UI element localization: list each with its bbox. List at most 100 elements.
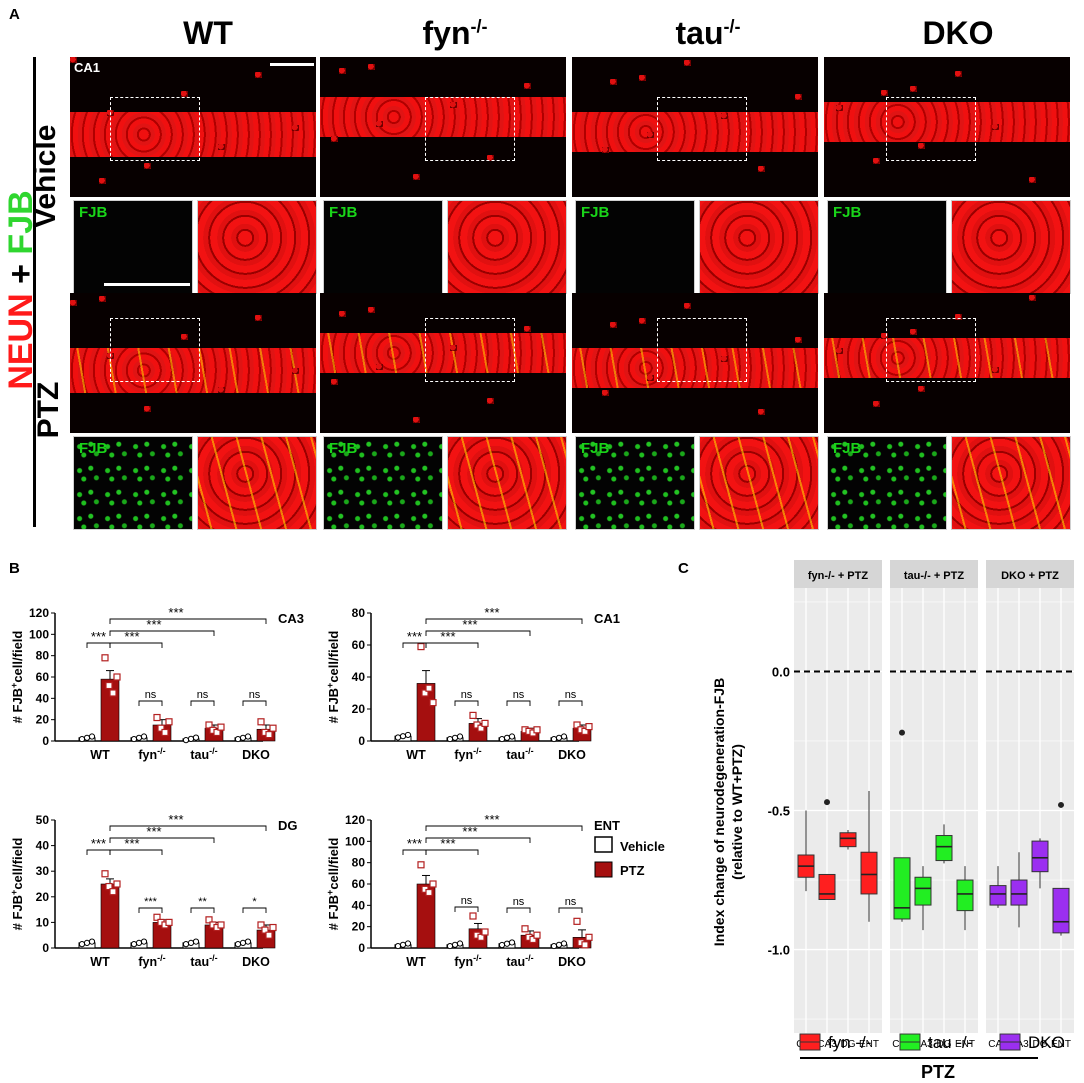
point-ptz (217, 921, 225, 929)
point-vehicle (404, 940, 412, 947)
y-tick-label: 80 (36, 649, 50, 663)
point-ptz (101, 654, 109, 662)
facet-header (890, 560, 978, 588)
panel-a-divider (33, 57, 36, 527)
point-vehicle (508, 939, 516, 946)
legend-vehicle-swatch (594, 836, 613, 853)
significance-label: *** (462, 824, 477, 839)
significance-label: *** (407, 836, 422, 851)
y-tick-label: 40 (36, 691, 50, 705)
scattered-cell (292, 368, 299, 374)
point-vehicle (498, 941, 506, 949)
point-vehicle (234, 735, 242, 743)
legend-label: tau -/- (928, 1033, 972, 1052)
y-tick-label: 20 (36, 713, 50, 727)
significance-label: ns (197, 689, 209, 701)
region-of-interest-box (425, 97, 515, 161)
scattered-cell (450, 102, 457, 108)
facet-label: DKO + PTZ (1001, 570, 1059, 582)
micrograph-ptz-2 (572, 293, 818, 433)
y-tick-label: 60 (352, 877, 366, 891)
point-ptz (109, 689, 117, 697)
x-tick-label: DG (841, 1039, 856, 1050)
point-vehicle (498, 735, 506, 743)
y-tick-label: 20 (352, 920, 366, 934)
category-sup: -/- (525, 746, 534, 756)
outlier-point (899, 729, 905, 736)
significance-label: *** (146, 617, 161, 632)
inset-fjb-3: FJB (827, 436, 947, 530)
point-ptz (581, 727, 589, 735)
box (1010, 879, 1028, 906)
bar-ptz (416, 683, 436, 742)
point-vehicle (88, 733, 96, 740)
cell-band (824, 102, 1070, 142)
x-tick-label: CA3 (913, 1039, 933, 1050)
cross-bracket (109, 618, 267, 624)
y-tick-label: 80 (352, 606, 366, 620)
point-vehicle (394, 942, 402, 950)
point-ptz (425, 888, 433, 897)
point-ptz (477, 933, 485, 941)
point-vehicle (555, 734, 563, 741)
scattered-cell (339, 68, 346, 74)
panel-c-ylabel-2: (relative to WT+PTZ) (729, 744, 745, 880)
point-vehicle (560, 733, 568, 740)
point-vehicle (244, 938, 252, 945)
significance-label: ns (461, 895, 473, 907)
column-header-sup: -/- (723, 16, 741, 37)
category-sup: -/- (157, 953, 166, 963)
category-label: fyn-/- (454, 953, 481, 969)
category-main: tau (506, 748, 525, 762)
significance-bracket (558, 907, 583, 913)
inset-fjb-0: FJB (73, 436, 193, 530)
category-main: fyn (138, 955, 157, 969)
category-label: WT (406, 748, 426, 762)
point-ptz (101, 870, 109, 878)
point-vehicle (192, 938, 200, 945)
inset-fjb-label: FJB (833, 204, 862, 221)
category-main: WT (406, 748, 426, 762)
point-vehicle (135, 734, 143, 741)
significance-label: *** (168, 812, 183, 827)
inset-neun-0 (197, 200, 317, 294)
scattered-cell (1029, 177, 1036, 183)
category-main: WT (90, 748, 110, 762)
micrograph-vehicle-0: CA1 (70, 57, 316, 197)
legend-label: DKO (1028, 1033, 1065, 1052)
scattered-cell (339, 311, 346, 317)
box (1052, 887, 1070, 934)
facet-0: fyn-/- + PTZCA1CA3DGENTfyn -/- (794, 560, 882, 1052)
cross-bracket (425, 837, 531, 843)
cross-bracket (425, 618, 583, 624)
point-vehicle (456, 940, 464, 947)
scattered-cell (99, 178, 106, 184)
point-vehicle (451, 734, 459, 741)
category-main: tau (190, 955, 209, 969)
category-main: WT (406, 955, 426, 969)
micrograph-vehicle-1 (320, 57, 566, 197)
y-tick-label: 20 (36, 890, 50, 904)
outlier-point (1058, 801, 1064, 808)
region-of-interest-box (657, 97, 747, 161)
y-tick-label: 10 (36, 915, 50, 929)
category-label: tau-/- (506, 746, 533, 762)
inset-fjb-0: FJB (73, 200, 193, 294)
micrograph-ptz-1 (320, 293, 566, 433)
facet-label: tau-/- + PTZ (904, 570, 964, 582)
category-sup: -/- (157, 746, 166, 756)
category-main: DKO (558, 748, 586, 762)
legend-label: fyn -/- (828, 1033, 871, 1052)
inset-fjb-3: FJB (827, 200, 947, 294)
facet-header (794, 560, 882, 588)
point-vehicle (187, 735, 195, 742)
significance-label: ns (565, 689, 577, 701)
scattered-cell (873, 401, 880, 407)
significance-bracket (242, 907, 267, 913)
y-tick-label: 100 (345, 834, 365, 848)
scattered-cell (610, 79, 617, 85)
ylabel-sup: + (325, 683, 335, 688)
scattered-cell (992, 124, 999, 130)
scattered-cell (721, 356, 728, 362)
column-header-0: WT (108, 15, 308, 52)
